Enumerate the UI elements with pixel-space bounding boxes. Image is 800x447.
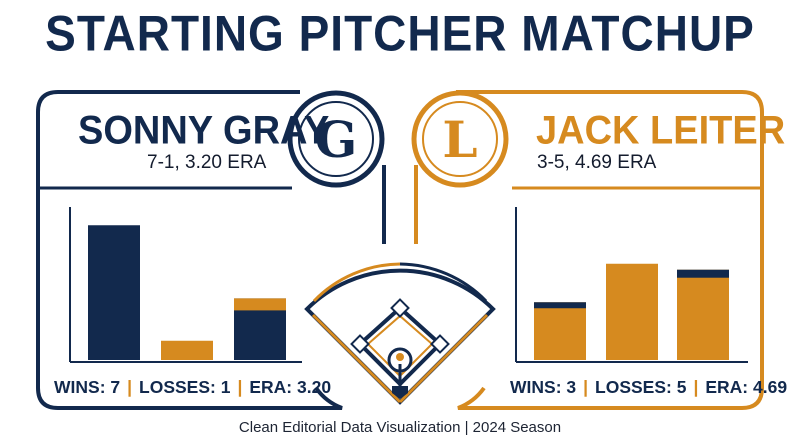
left-wins-stat: WINS: 7 [54, 377, 121, 397]
leiter-badge: L [411, 90, 509, 188]
leiter-badge-letter: L [442, 110, 477, 169]
stat-separator: | [583, 377, 589, 397]
page-title: STARTING PITCHER MATCHUP [45, 4, 755, 62]
leiter-bar-era [677, 269, 729, 360]
right-pitcher-name: JACK LEITER [536, 108, 786, 154]
gray-bar-cap-era [234, 298, 286, 311]
leiter-bar-cap-era [677, 269, 729, 278]
left-pitcher-record: 7-1, 3.20 ERA [147, 152, 267, 173]
right-pitcher-record: 3-5, 4.69 ERA [537, 152, 657, 173]
leiter-stats-chart [515, 207, 748, 363]
gray-badge: G [287, 90, 385, 188]
right-wins-stat: WINS: 3 [510, 377, 577, 397]
gray-badge-letter: G [315, 110, 358, 169]
stat-separator: | [237, 377, 243, 397]
stat-separator: | [693, 377, 699, 397]
gray-stats-chart [69, 207, 302, 363]
baseball-diamond-icon [304, 262, 496, 405]
gray-bar-wins [88, 225, 140, 360]
right-stats-line: WINS: 3 | LOSSES: 5 | ERA: 4.69 [510, 377, 787, 398]
gray-bar-losses [161, 340, 213, 360]
leiter-bar-losses [606, 263, 658, 360]
leiter-bar-wins [534, 302, 586, 360]
right-era-stat: ERA: 4.69 [705, 377, 788, 397]
right-panel [414, 90, 764, 410]
left-stats-line: WINS: 7 | LOSSES: 1 | ERA: 3.20 [54, 377, 331, 398]
footer-caption: Clean Editorial Data Visualization | 202… [238, 419, 562, 436]
right-panel-border [456, 90, 764, 410]
left-era-stat: ERA: 3.20 [249, 377, 332, 397]
left-panel-border [36, 90, 343, 410]
leiter-bar-cap-wins [534, 302, 586, 309]
right-losses-stat: LOSSES: 5 [595, 377, 687, 397]
left-panel [36, 90, 386, 410]
left-losses-stat: LOSSES: 1 [139, 377, 231, 397]
stat-separator: | [127, 377, 133, 397]
left-pitcher-name: SONNY GRAY [78, 108, 330, 154]
